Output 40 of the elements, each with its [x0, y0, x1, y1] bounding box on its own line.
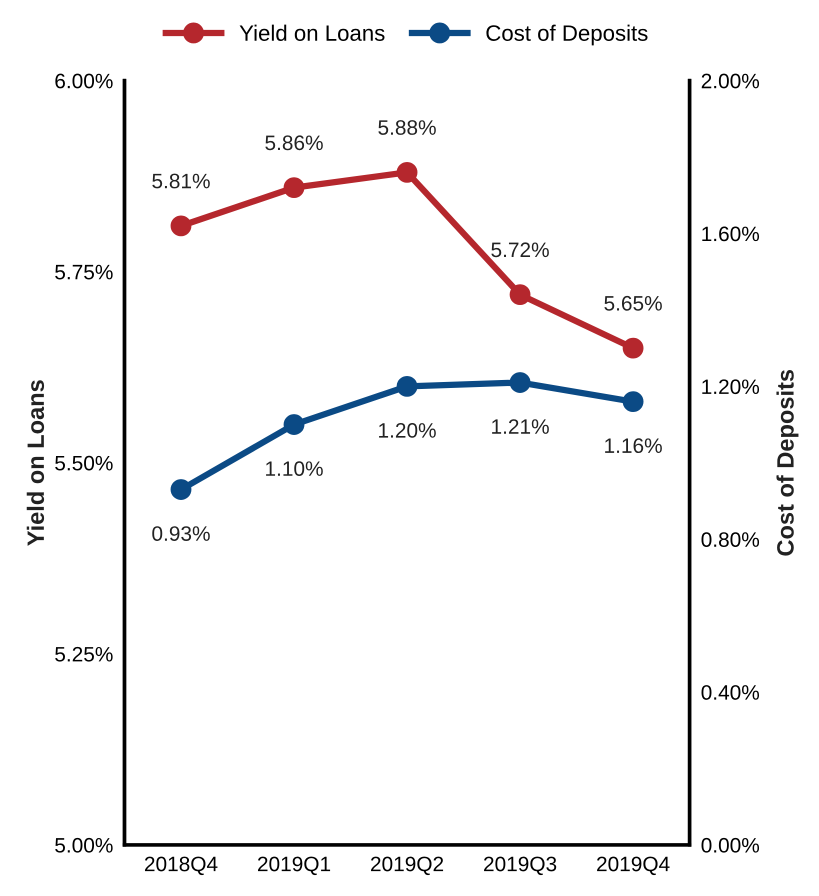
point: [170, 479, 192, 500]
point: [396, 162, 418, 183]
x-tick-label: 2019Q3: [484, 856, 556, 876]
point: [510, 284, 530, 306]
legend-label: Cost of Deposits: [486, 24, 648, 46]
legend-label: Yield on Loans: [240, 24, 384, 41]
point: [284, 177, 304, 198]
data-label: 0.93%: [152, 526, 210, 541]
data-label: 1.16%: [605, 438, 662, 454]
data-label: 1.21%: [492, 419, 549, 434]
x-tick-label: 2019Q2: [371, 856, 444, 876]
y2-tick-label: 2.00%: [702, 74, 760, 88]
data-label: 5.86%: [265, 135, 323, 150]
point: [622, 391, 644, 412]
point: [622, 338, 644, 359]
y-axis-title: Yield on Loans: [26, 380, 44, 546]
y-tick-label: 5.00%: [55, 838, 113, 853]
point: [396, 376, 418, 397]
x-tick-label: 2019Q4: [597, 856, 670, 876]
point: [170, 215, 192, 236]
point: [510, 372, 530, 393]
y2-axis-title: Cost of Deposits: [776, 370, 798, 556]
y2-tick-label: 0.80%: [702, 532, 760, 547]
y2-tick-label: 0.00%: [702, 838, 760, 853]
data-label: 5.72%: [491, 242, 549, 258]
data-label: 1.20%: [379, 423, 436, 438]
y2-tick-label: 1.60%: [702, 226, 760, 242]
y-tick-label: 6.00%: [55, 74, 113, 88]
y2-tick-label: 0.40%: [702, 685, 760, 700]
y-tick-label: 5.50%: [55, 456, 113, 471]
data-label: 5.65%: [604, 296, 662, 311]
data-label: 5.81%: [152, 174, 210, 188]
y-tick-label: 5.25%: [55, 646, 113, 662]
x-tick-label: 2019Q1: [258, 856, 330, 876]
y-tick-label: 5.75%: [55, 264, 113, 280]
data-label: 1.10%: [266, 461, 323, 476]
point: [284, 414, 304, 435]
y2-tick-label: 1.20%: [702, 379, 760, 394]
data-label: 5.88%: [378, 120, 436, 135]
x-tick-label: 2018Q4: [144, 856, 218, 876]
